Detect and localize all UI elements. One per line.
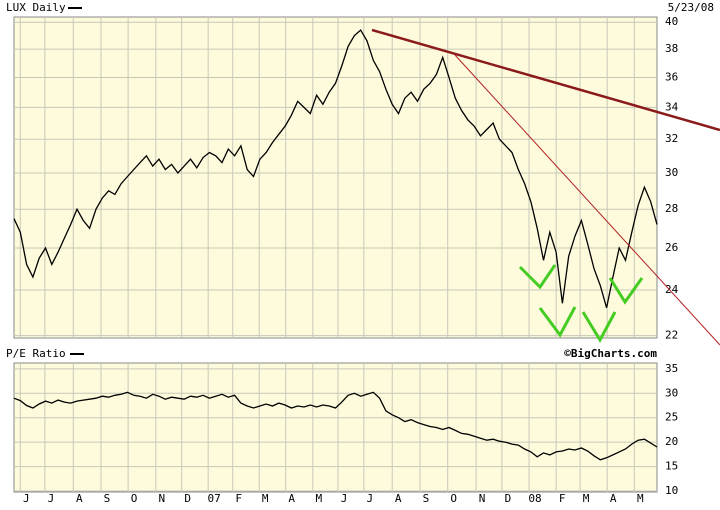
price-line [13, 29, 658, 308]
x-tick-label: O [450, 492, 457, 505]
price-panel [13, 16, 658, 339]
chart-title: LUX Daily [6, 1, 66, 14]
y-tick-label: 30 [665, 386, 678, 399]
annotation-check [518, 264, 557, 290]
y-tick-label: 22 [665, 329, 678, 342]
y-tick-label: 38 [665, 42, 678, 55]
x-tick-label: N [479, 492, 486, 505]
x-tick-label: J [48, 492, 55, 505]
annotation-check [538, 306, 577, 338]
y-tick-label: 30 [665, 166, 678, 179]
x-tick-label: S [423, 492, 430, 505]
x-tick-label: 07 [208, 492, 221, 505]
y-tick-label: 15 [665, 460, 678, 473]
x-tick-label: J [367, 492, 374, 505]
y-tick-label: 25 [665, 411, 678, 424]
x-tick-label: M [315, 492, 322, 505]
trendline [371, 28, 720, 132]
x-tick-label: F [235, 492, 242, 505]
x-tick-label: M [637, 492, 644, 505]
x-tick-label: S [104, 492, 111, 505]
x-tick-label: N [159, 492, 166, 505]
y-tick-label: 10 [665, 484, 678, 497]
x-tick-label: D [184, 492, 191, 505]
y-tick-label: 40 [665, 15, 678, 28]
x-tick-label: F [559, 492, 566, 505]
x-tick-label: O [131, 492, 138, 505]
y-tick-label: 26 [665, 241, 678, 254]
y-tick-label: 28 [665, 202, 678, 215]
y-tick-label: 35 [665, 362, 678, 375]
pe-panel [13, 362, 658, 493]
y-tick-label: 20 [665, 435, 678, 448]
x-tick-label: A [76, 492, 83, 505]
x-tick-label: D [505, 492, 512, 505]
x-tick-label: J [341, 492, 348, 505]
x-tick-label: M [262, 492, 269, 505]
y-tick-label: 32 [665, 132, 678, 145]
plot-layer: 22 24 26 28 30 32 34 36 38 40 10 15 20 25 30 35 J J A S O N D 0… [13, 15, 679, 505]
y-tick-label: 36 [665, 70, 678, 83]
x-tick-label: A [288, 492, 295, 505]
y-tick-label: 34 [665, 100, 679, 113]
trendline [454, 54, 720, 346]
annotation-check [608, 277, 644, 305]
chart-date: 5/23/08 [668, 1, 714, 14]
price-line [13, 391, 658, 461]
x-tick-label: M [583, 492, 590, 505]
x-tick-label: A [395, 492, 402, 505]
x-tick-label: J [23, 492, 30, 505]
source: ©BigCharts.com [564, 347, 657, 360]
panel-title: P/E Ratio [6, 347, 66, 360]
y-tick-label: 24 [665, 283, 679, 296]
x-tick-label: 08 [528, 492, 541, 505]
x-tick-label: A [610, 492, 617, 505]
annotation-check [581, 311, 617, 344]
